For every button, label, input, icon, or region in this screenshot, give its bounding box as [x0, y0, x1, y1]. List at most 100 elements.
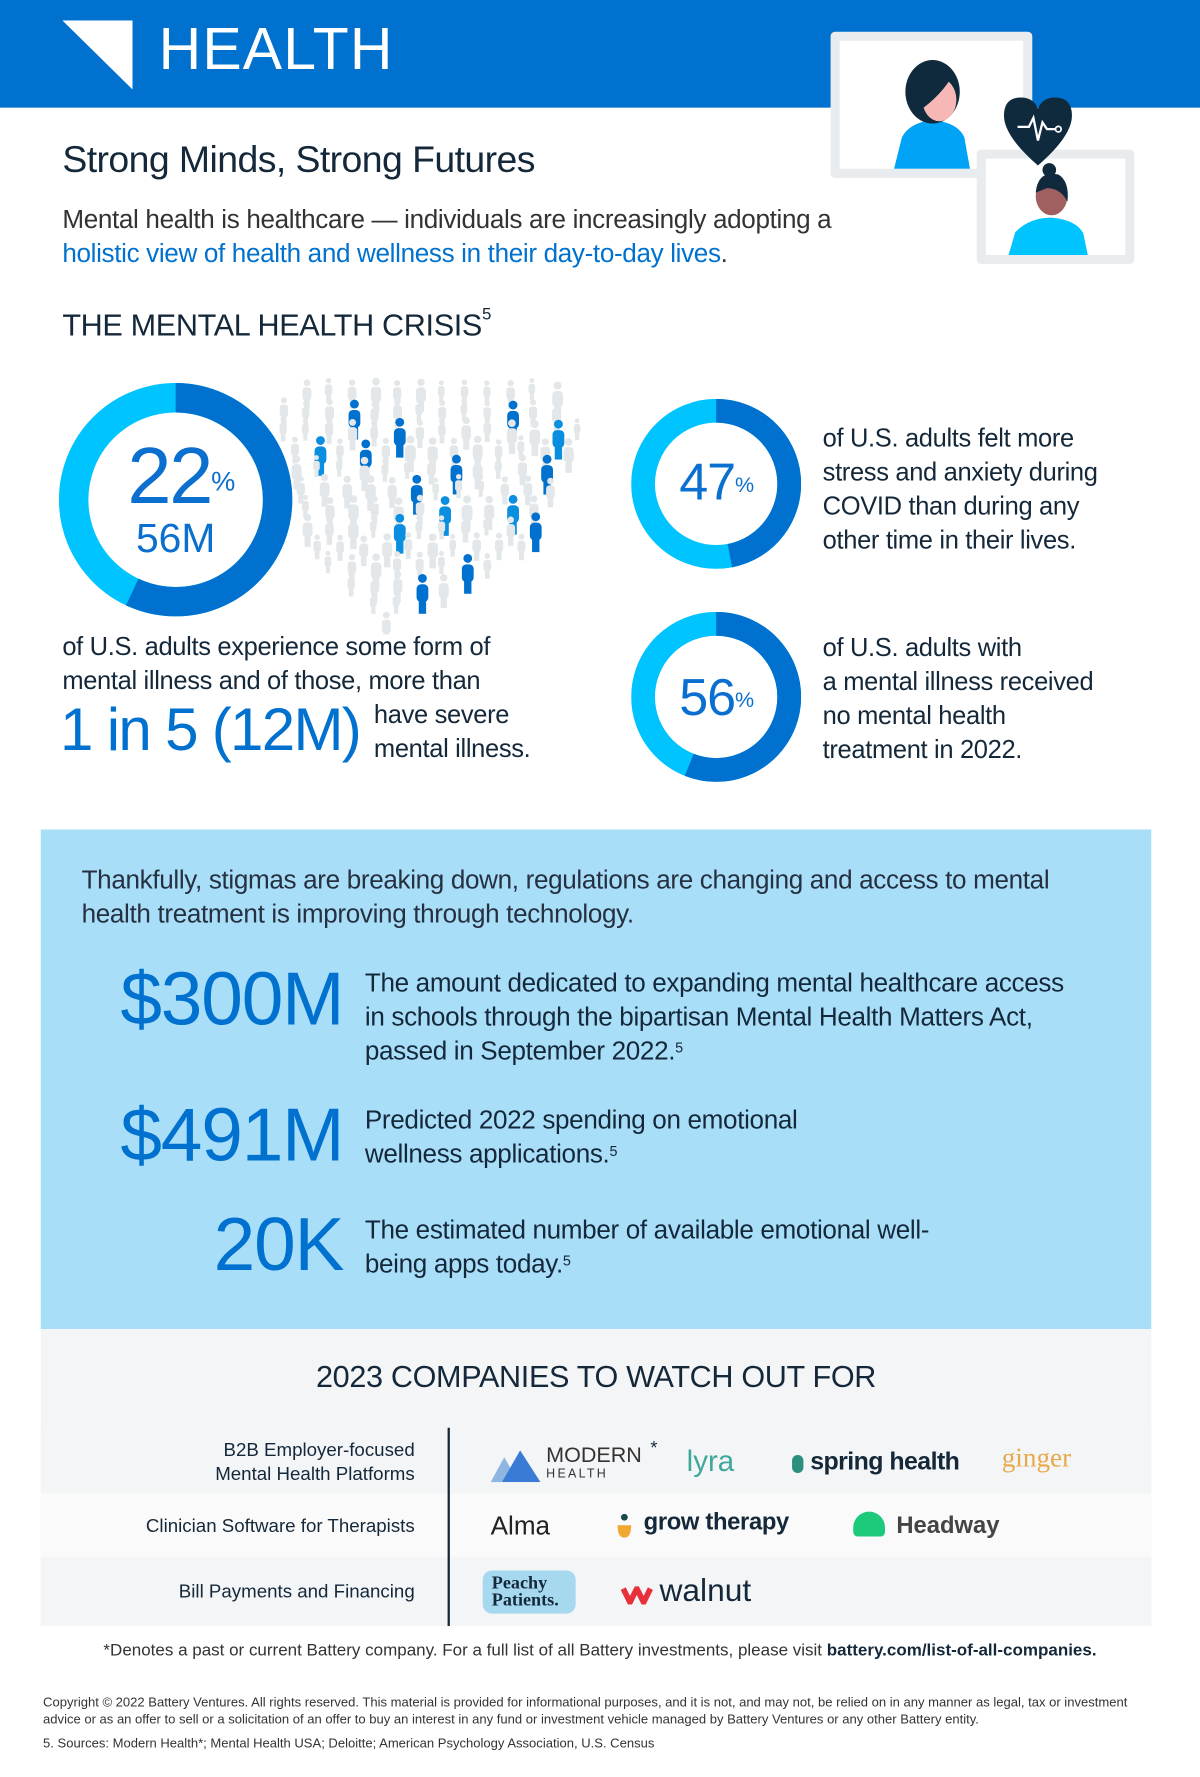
- person-icon: [437, 380, 445, 403]
- person-icon: [483, 380, 491, 405]
- person-icon: [348, 514, 359, 550]
- person-icon: [494, 532, 504, 561]
- person-icon: [563, 438, 574, 473]
- video-call-frame-doctor: [830, 31, 1033, 178]
- person-icon: [472, 435, 483, 470]
- person-icon: [529, 512, 542, 553]
- video-call-frame-patient: [976, 149, 1135, 265]
- person-icon: [301, 417, 309, 441]
- stat-line: treatment in 2022.: [822, 735, 1023, 764]
- walnut-logo-icon: [620, 1586, 653, 1605]
- person-icon: [359, 535, 369, 567]
- note-text: *Denotes a past or current Battery compa…: [103, 1640, 827, 1661]
- person-icon: [416, 573, 429, 614]
- row-label: B2B Employer-focused Mental Health Platfo…: [215, 1439, 415, 1487]
- headway-logo: Headway: [896, 1512, 1000, 1539]
- peachy-patients-logo: Peachy Patients.: [482, 1570, 576, 1614]
- lyra-logo: lyra: [686, 1443, 735, 1478]
- person-icon: [335, 454, 343, 477]
- person-icon: [517, 533, 526, 561]
- person-icon: [347, 571, 355, 597]
- us-population-map: [279, 377, 581, 635]
- patient-avatar-icon: [1008, 163, 1088, 255]
- battery-asterisk: *: [650, 1439, 658, 1459]
- person-icon: [324, 416, 334, 444]
- desc-text: The estimated number of available emotio…: [364, 1214, 930, 1279]
- person-icon: [438, 417, 446, 444]
- footnote-marker: 5: [562, 1253, 571, 1270]
- desc-text: The amount dedicated to expanding mental…: [364, 967, 1064, 1066]
- person-icon: [523, 475, 533, 506]
- logo-text: Peachy: [491, 1573, 548, 1594]
- person-icon: [415, 419, 425, 448]
- stat-count: 56M: [135, 514, 216, 561]
- row-label: Clinician Software for Therapists: [145, 1516, 415, 1537]
- footnote-marker: 5: [675, 1040, 683, 1057]
- desc-text: Predicted 2022 spending on emotional wel…: [364, 1104, 798, 1169]
- footnote-marker: 5: [481, 305, 492, 325]
- person-icon: [370, 495, 379, 525]
- ring-fill: [684, 611, 802, 782]
- person-icon: [324, 377, 333, 404]
- companies-link[interactable]: battery.com/list-of-all-companies.: [826, 1640, 1097, 1661]
- donut-56-percent: [631, 611, 802, 782]
- person-icon: [461, 513, 470, 543]
- logo-text: MODERN: [546, 1443, 642, 1468]
- person-icon: [427, 533, 438, 569]
- person-icon: [387, 476, 397, 509]
- person-icon: [500, 476, 510, 505]
- stat-20k: 20K: [213, 1202, 345, 1287]
- person-icon: [494, 439, 503, 465]
- person-icon: [461, 554, 474, 594]
- crisis-heading-text: THE MENTAL HEALTH CRISIS: [62, 308, 482, 343]
- person-icon: [365, 475, 376, 511]
- donut-47-percent: [631, 398, 802, 569]
- person-icon: [483, 416, 492, 443]
- main-stat-line: mental illness and of those, more than: [62, 666, 481, 695]
- stat-300m: $300M: [120, 956, 344, 1041]
- person-icon: [437, 550, 445, 575]
- person-icon: [324, 550, 332, 574]
- stat-unit: %: [734, 473, 754, 498]
- person-icon: [427, 455, 436, 485]
- copyright: Copyright © 2022 Battery Ventures. All r…: [43, 1696, 1128, 1727]
- stat-20k-desc: The estimated number of available emotio…: [365, 1212, 954, 1280]
- row-label-line: B2B Employer-focused: [223, 1440, 415, 1461]
- brand-triangle-logo: [62, 20, 133, 90]
- doctor-avatar-icon: [894, 60, 970, 169]
- person-icon: [370, 420, 379, 447]
- stat-line: of U.S. adults felt more: [822, 423, 1075, 453]
- column-divider: [447, 1427, 450, 1627]
- stat-line: COVID than during any: [822, 491, 1080, 521]
- modern-health-logo-icon: [490, 1450, 541, 1483]
- modern-health-logo: MODERN HEALTH: [546, 1443, 642, 1483]
- row-label: Bill Payments and Financing: [178, 1581, 415, 1603]
- sources: 5. Sources: Modern Health*; Mental Healt…: [43, 1737, 655, 1751]
- ginger-logo: ginger: [1001, 1443, 1072, 1474]
- person-icon: [506, 516, 516, 546]
- person-icon: [438, 574, 449, 608]
- stat-line: other time in their lives.: [822, 525, 1077, 555]
- person-icon: [552, 419, 565, 460]
- person-icon: [336, 438, 344, 464]
- person-icon: [415, 398, 423, 422]
- company-row-clinician: Clinician Software for Therapists Alma g…: [40, 1493, 1152, 1557]
- donut-56-label: 56%: [631, 669, 801, 726]
- person-icon: [392, 590, 400, 614]
- stat-47-text: of U.S. adults felt more stress and anxi…: [823, 422, 1098, 558]
- person-icon: [369, 591, 377, 614]
- person-icon: [381, 458, 389, 482]
- person-icon: [296, 475, 305, 504]
- intro-end: .: [720, 237, 728, 268]
- person-icon: [393, 417, 406, 458]
- person-icon: [370, 573, 379, 603]
- main-stat-line: mental illness.: [373, 734, 531, 763]
- alma-logo: Alma: [490, 1510, 551, 1540]
- footer-note: *Denotes a past or current Battery compa…: [0, 1641, 1200, 1660]
- person-icon: [517, 454, 528, 486]
- person-icon: [336, 534, 344, 561]
- main-stat-text: of U.S. adults experience some form of m…: [62, 630, 490, 698]
- grow-therapy-logo-icon: [617, 1513, 632, 1538]
- spring-health-logo-icon: [792, 1454, 804, 1474]
- company-row-billing: Bill Payments and Financing Peachy Patien…: [40, 1556, 1152, 1627]
